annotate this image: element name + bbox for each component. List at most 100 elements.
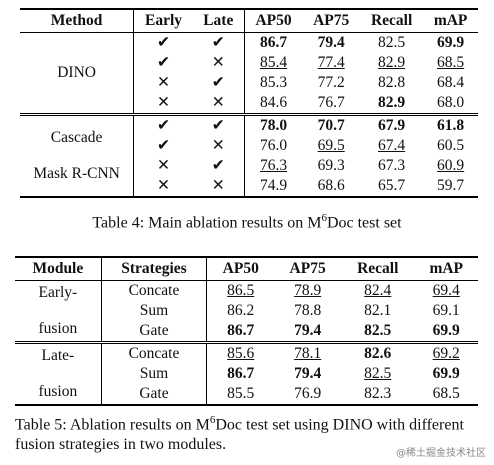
strategy-cell: Concate [101,341,208,364]
value-cell: 82.5 [364,322,392,339]
caption-text: Doc test set [326,214,402,232]
late-cell: ✔ [192,32,245,53]
row: ✔ ✕ 85.4 77.4 82.9 68.5 [20,53,478,73]
value-cell: 77.4 [317,54,345,71]
group-label: Late-fusion [15,341,102,405]
table-4: Method Early Late AP50 AP75 Recall mAP DINO ✔ ✔ 86… [20,8,478,198]
value-cell: 82.5 [364,365,392,382]
value-cell: 82.9 [378,54,406,71]
value-cell: 86.7 [227,365,255,382]
header-cell: AP75 [274,257,342,281]
header-cell: mAP [423,9,478,33]
value-cell: 76.3 [260,157,288,174]
late-cell: ✕ [192,176,245,197]
caption-text: Table 5: Ablation results on M [15,416,210,434]
row: ✕ ✕ 84.6 76.7 82.9 68.0 [20,93,478,115]
value-cell: 79.4 [294,365,322,382]
late-cell: ✕ [192,53,245,73]
value-cell: 68.5 [437,54,465,71]
value-cell: 82.3 [364,385,392,402]
value-cell: 69.1 [432,302,460,319]
value-cell: 77.2 [317,74,345,91]
row: Sum 86.7 79.4 82.5 69.9 [15,364,478,384]
value-cell: 85.6 [206,341,275,364]
value-cell: 82.1 [364,302,392,319]
value-cell: 60.5 [437,137,465,154]
value-cell: 70.7 [302,113,360,136]
value-cell: 76.7 [317,94,345,111]
table-5: Module Strategies AP50 AP75 Recall mAP Early-f… [15,256,478,406]
value-cell: 78.1 [274,341,342,364]
early-cell: ✔ [157,54,170,71]
late-cell: ✔ [192,113,245,136]
value-cell: 85.4 [260,54,288,71]
value-cell: 85.3 [260,74,288,91]
value-cell: 68.4 [437,74,465,91]
value-cell: 82.4 [364,282,392,299]
group-label: Early-fusion [15,280,102,343]
caption-text: Table 4: Main ablation results on M [92,214,322,232]
caption-sup: 6 [321,212,327,224]
value-cell: 82.9 [378,94,406,111]
group-label: Cascade Mask R-CNN [20,113,135,197]
value-cell: 68.0 [437,94,465,111]
late-cell: ✔ [192,73,245,93]
value-cell: 79.4 [294,322,322,339]
value-cell: 86.7 [260,34,288,51]
group-label-line: fusion [38,320,78,337]
value-cell: 86.2 [227,302,255,319]
value-cell: 65.7 [378,177,406,194]
value-cell: 69.3 [317,157,345,174]
row: Early-fusion Concate 86.5 78.9 82.4 69.4 [15,280,478,343]
early-cell: ✕ [157,157,170,174]
header-cell: Strategies [101,257,208,281]
value-cell: 85.5 [227,385,255,402]
early-cell: ✔ [133,113,193,136]
value-cell: 79.4 [317,34,345,51]
value-cell: 69.9 [437,34,465,51]
header-cell: Recall [359,9,424,33]
header-cell: AP50 [244,9,303,33]
value-cell: 69.2 [414,341,478,364]
header-cell: AP50 [206,257,275,281]
row: Cascade Mask R-CNN ✔ ✔ 78.0 70.7 67.9 61.8 [20,113,478,197]
group-label-line: Late- [41,347,75,364]
early-cell: ✕ [157,177,170,194]
group-label-line: fusion [38,383,78,400]
value-cell: 60.9 [437,157,465,174]
early-cell: ✕ [157,94,170,111]
value-cell: 67.9 [359,113,424,136]
group-label: DINO [20,32,135,115]
header-row: Method Early Late AP50 AP75 Recall mAP [20,9,478,33]
late-cell: ✕ [192,136,245,156]
value-cell: 78.8 [294,302,322,319]
value-cell: 67.3 [378,157,406,174]
row: DINO ✔ ✔ 86.7 79.4 82.5 69.9 [20,32,478,115]
strategy-cell: Gate [101,321,208,343]
value-cell: 59.7 [437,177,465,194]
row: Late-fusion Concate 85.6 78.1 82.6 69.2 [15,341,478,405]
value-cell: 69.5 [317,137,345,154]
header-cell: Method [20,9,135,33]
row: ✕ ✔ 76.3 69.3 67.3 60.9 [20,156,478,176]
value-cell: 84.6 [260,94,288,111]
watermark: @稀土掘金技术社区 [396,448,486,459]
value-cell: 69.4 [432,282,460,299]
caption-text: Doc test set using DINO with different f… [15,416,464,454]
value-cell: 68.5 [432,385,460,402]
row: Sum 86.2 78.8 82.1 69.1 [15,301,478,321]
value-cell: 78.0 [244,113,303,136]
value-cell: 78.9 [294,282,322,299]
header-row: Module Strategies AP50 AP75 Recall mAP [15,257,478,281]
late-cell: ✔ [192,156,245,176]
caption-5: Table 5: Ablation results on M6Doc test … [15,410,485,455]
value-cell: 74.9 [260,177,288,194]
header-cell: Recall [341,257,415,281]
value-cell: 82.5 [378,34,406,51]
header-cell: Early [133,9,193,33]
header-cell: Module [15,257,102,281]
value-cell: 76.0 [260,137,288,154]
row: ✔ ✕ 76.0 69.5 67.4 60.5 [20,136,478,156]
strategy-cell: Gate [101,384,208,405]
group-label-line: DINO [57,64,96,81]
